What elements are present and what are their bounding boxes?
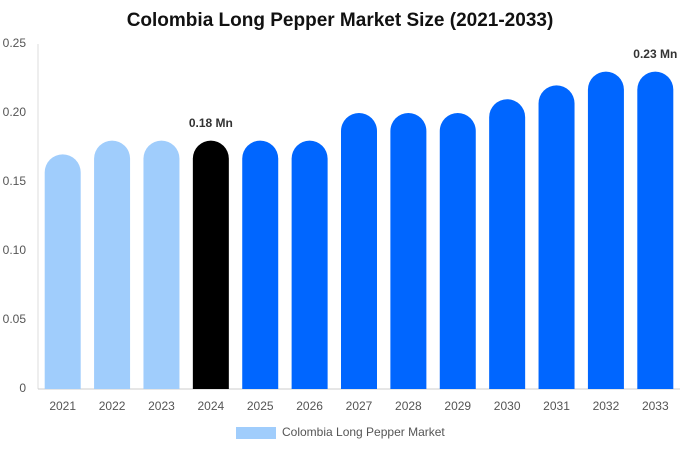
bar [242, 140, 279, 389]
bar [390, 113, 427, 389]
y-tick-label: 0.20 [3, 105, 27, 119]
bar [637, 71, 674, 389]
y-tick-label: 0.15 [3, 174, 27, 188]
x-tick-label: 2026 [296, 399, 323, 413]
y-tick-label: 0.10 [3, 243, 27, 257]
y-tick-label: 0.05 [3, 312, 27, 326]
bar [143, 140, 180, 389]
x-tick-label: 2023 [148, 399, 175, 413]
bar [489, 99, 526, 389]
bar [538, 85, 575, 390]
x-tick-label: 2030 [494, 399, 521, 413]
bar [587, 71, 624, 389]
chart-title: Colombia Long Pepper Market Size (2021-2… [127, 10, 554, 31]
x-tick-label: 2029 [444, 399, 471, 413]
x-tick-label: 2028 [395, 399, 422, 413]
legend-label: Colombia Long Pepper Market [282, 425, 445, 439]
value-label: 0.23 Mn [633, 47, 677, 61]
x-tick-label: 2031 [543, 399, 570, 413]
bar [291, 140, 328, 389]
x-tick-label: 2032 [593, 399, 620, 413]
bar [439, 113, 476, 389]
y-tick-label: 0.25 [3, 36, 27, 50]
x-tick-label: 2025 [247, 399, 274, 413]
x-tick-label: 2021 [49, 399, 76, 413]
bar [44, 154, 81, 389]
legend-swatch [236, 427, 276, 439]
value-label: 0.18 Mn [189, 116, 233, 130]
x-tick-label: 2024 [197, 399, 224, 413]
x-tick-label: 2027 [346, 399, 373, 413]
y-tick-label: 0 [19, 381, 26, 395]
bar [341, 113, 377, 389]
x-tick-label: 2033 [642, 399, 669, 413]
bar [94, 140, 131, 389]
x-tick-label: 2022 [99, 399, 126, 413]
bar [192, 140, 229, 389]
